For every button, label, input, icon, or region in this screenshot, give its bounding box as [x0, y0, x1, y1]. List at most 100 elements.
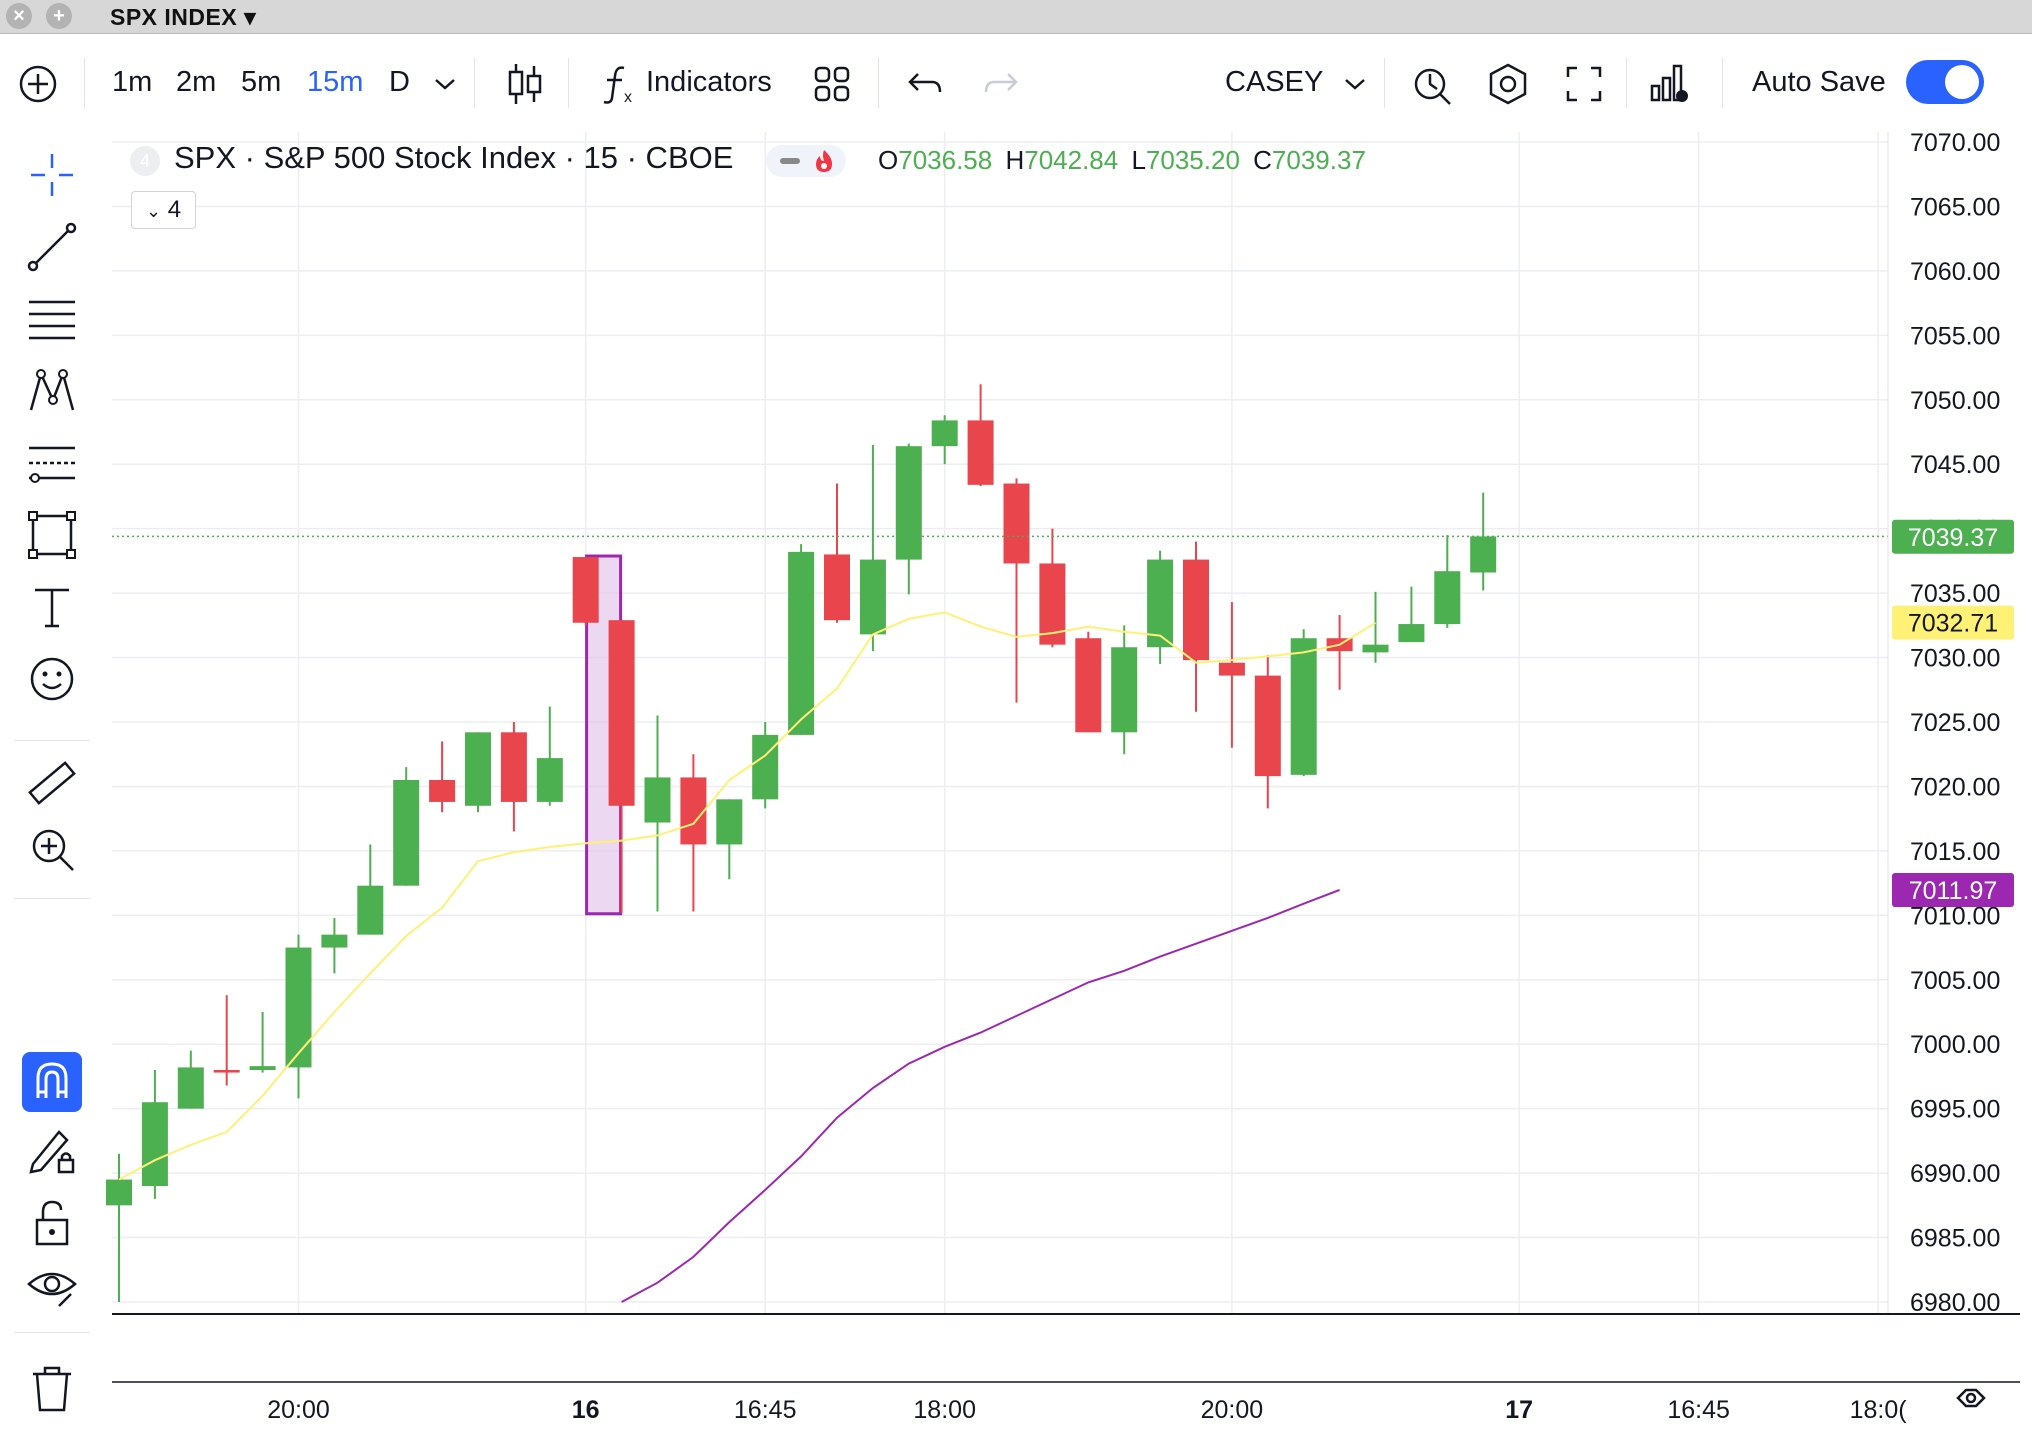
candle[interactable]	[429, 741, 456, 813]
crosshair-icon[interactable]	[25, 148, 79, 202]
chevron-down-icon[interactable]	[432, 74, 458, 94]
candle[interactable]	[1075, 631, 1102, 733]
fullscreen-icon[interactable]	[1564, 64, 1604, 104]
price-axis-labels: 7039.37 7032.71 7011.97	[1892, 519, 2014, 907]
function-icon[interactable]: x	[598, 62, 638, 106]
window-title-text: SPX INDEX	[110, 4, 238, 30]
candle[interactable]	[859, 444, 886, 652]
fib-icon[interactable]	[25, 436, 79, 490]
pattern-icon[interactable]	[25, 364, 79, 418]
interval-15m[interactable]: 15m	[307, 66, 364, 98]
open-key: O	[878, 145, 899, 175]
layout-chevron-down-icon[interactable]	[1342, 74, 1368, 94]
candle[interactable]	[644, 715, 671, 912]
window-titlebar: × + SPX INDEX ▾	[0, 0, 2032, 34]
candle[interactable]	[249, 1012, 276, 1073]
interval-2m[interactable]: 2m	[176, 66, 217, 98]
candle-body	[1183, 559, 1209, 661]
redo-icon[interactable]	[980, 66, 1020, 102]
candle-body	[249, 1066, 276, 1070]
candle[interactable]	[1290, 629, 1317, 777]
candle[interactable]	[465, 732, 491, 813]
candle[interactable]	[393, 767, 420, 886]
candle[interactable]	[1147, 550, 1174, 664]
alert-icon[interactable]	[1410, 60, 1454, 108]
flame-icon	[816, 150, 832, 172]
high-key: H	[1005, 145, 1025, 175]
price-axis[interactable]: 7070.00 7065.00 7060.00 7055.00 7050.00 7045.…	[1887, 129, 2032, 1438]
candle[interactable]	[285, 934, 312, 1099]
pencil-lock-icon[interactable]	[25, 1124, 79, 1178]
candle[interactable]	[1470, 492, 1497, 591]
candle[interactable]	[752, 722, 779, 809]
text-icon[interactable]	[25, 580, 79, 634]
candle[interactable]	[1254, 654, 1281, 809]
layout-name-button[interactable]: CASEY	[1225, 66, 1324, 98]
window-title[interactable]: SPX INDEX ▾	[110, 4, 257, 30]
rectangle-icon[interactable]	[25, 508, 79, 562]
candle[interactable]	[357, 844, 384, 935]
candle[interactable]	[213, 995, 240, 1086]
emoji-icon[interactable]	[25, 652, 79, 706]
high-value: 7042.84	[1024, 145, 1119, 175]
candle[interactable]	[141, 1070, 168, 1199]
unlock-icon[interactable]	[25, 1196, 79, 1250]
parallel-lines-icon[interactable]	[25, 292, 79, 346]
market-closed-dash	[780, 158, 800, 164]
candle[interactable]	[824, 483, 850, 623]
magnet-button[interactable]	[22, 1052, 82, 1112]
add-window-button[interactable]: +	[46, 3, 72, 29]
trend-line-icon[interactable]	[25, 220, 79, 274]
trash-icon[interactable]	[25, 1362, 79, 1416]
candle[interactable]	[1003, 478, 1030, 703]
candle[interactable]	[1183, 541, 1209, 712]
candle[interactable]	[1326, 615, 1353, 690]
zoom-in-icon[interactable]	[25, 822, 79, 876]
ruler-icon[interactable]	[25, 756, 79, 810]
candle[interactable]	[680, 754, 707, 912]
indicator-collapse-button[interactable]: ⌄ 4	[131, 191, 196, 229]
interval-1m[interactable]: 1m	[112, 66, 153, 98]
candle[interactable]	[1111, 625, 1138, 755]
market-status-pill[interactable]	[766, 145, 846, 177]
undo-icon[interactable]	[906, 66, 946, 102]
candle[interactable]	[895, 443, 922, 595]
settings-hex-icon[interactable]	[1486, 62, 1530, 106]
close-window-button[interactable]: ×	[6, 3, 32, 29]
candle[interactable]	[716, 799, 743, 880]
candle[interactable]	[177, 1050, 204, 1109]
candle[interactable]	[1039, 528, 1066, 648]
layout-grid-icon[interactable]	[812, 64, 852, 104]
candle[interactable]	[931, 415, 958, 465]
autosave-toggle[interactable]	[1906, 60, 1984, 104]
last-price-badge-bg	[1892, 519, 2014, 554]
candle[interactable]	[500, 722, 527, 832]
candle[interactable]	[967, 384, 994, 487]
plus-circle-icon[interactable]	[18, 64, 58, 104]
candle-body	[1290, 638, 1317, 775]
candle[interactable]	[1398, 586, 1425, 643]
candle[interactable]	[1434, 535, 1461, 628]
chart-bars-icon[interactable]	[1648, 62, 1692, 106]
gear-icon[interactable]	[1956, 1388, 1986, 1408]
candle-body	[824, 554, 850, 621]
candle-body	[680, 777, 707, 845]
candle[interactable]	[608, 620, 635, 913]
interval-d[interactable]: D	[389, 66, 410, 98]
eye-icon[interactable]	[25, 1260, 79, 1314]
candle[interactable]	[536, 706, 563, 806]
candle[interactable]	[788, 544, 815, 735]
candle[interactable]	[321, 917, 348, 974]
candle[interactable]	[572, 557, 599, 626]
candle-series[interactable]	[106, 384, 1497, 1302]
candle[interactable]	[1362, 591, 1389, 663]
candle[interactable]	[1218, 602, 1245, 748]
candle[interactable]	[106, 1153, 132, 1302]
indicators-button[interactable]: Indicators	[646, 66, 772, 98]
candle-body	[285, 947, 312, 1068]
candles-icon[interactable]	[504, 60, 544, 108]
interval-5m[interactable]: 5m	[241, 66, 282, 98]
symbol-title[interactable]: SPX · S&P 500 Stock Index · 15 · CBOE	[174, 140, 734, 175]
